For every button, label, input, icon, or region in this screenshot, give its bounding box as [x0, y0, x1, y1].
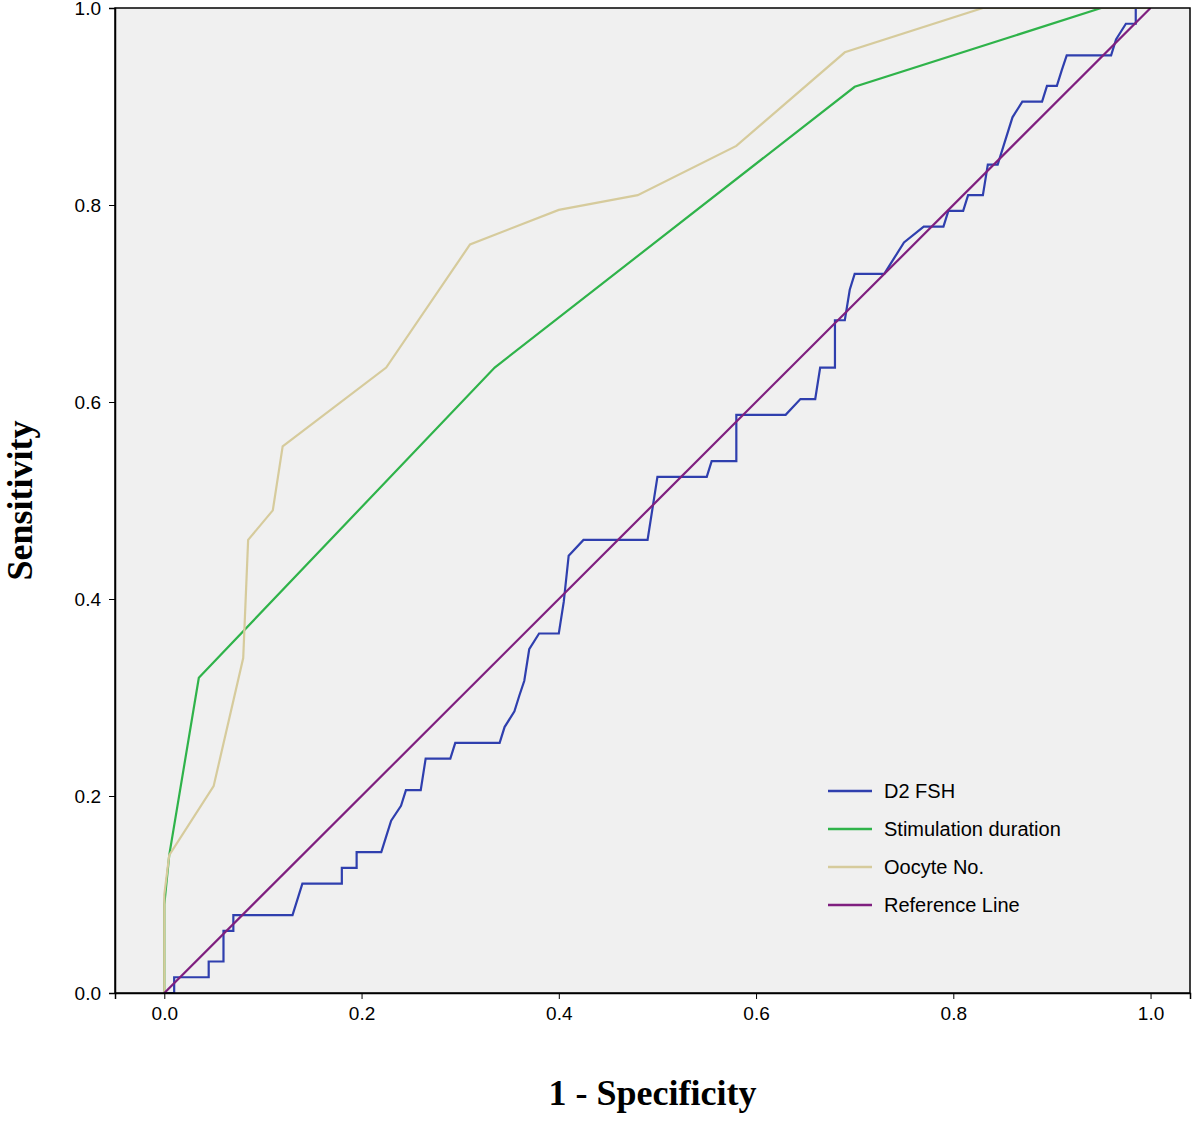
x-tick-mark [362, 993, 363, 999]
plot-background [115, 8, 1190, 993]
y-axis-line [109, 9, 116, 994]
chart: 0.0 0.2 0.4 0.6 0.8 1.0 0.0 0.2 0.4 0.6 0.8 1.0 1 - … [0, 0, 1200, 1121]
x-tick-mark [164, 993, 165, 999]
x-tick: 0.6 [743, 993, 769, 1024]
plot-area [164, 8, 1150, 993]
x-tick: 0.4 [546, 993, 573, 1024]
roc-line [164, 8, 1150, 993]
legend-swatch [828, 866, 872, 869]
x-tick-mark [559, 993, 560, 999]
roc-line [164, 8, 1150, 993]
y-tick-mark [109, 599, 115, 600]
x-tick: 0.0 [152, 993, 178, 1024]
plot-frame [115, 8, 1190, 993]
x-tick: 0.2 [349, 993, 375, 1024]
legend-label: Oocyte No. [884, 856, 984, 878]
x-tick-label: 1.0 [1138, 1003, 1164, 1024]
x-axis: 0.0 0.2 0.4 0.6 0.8 1.0 [116, 993, 1191, 1024]
x-tick-mark [953, 993, 954, 999]
y-tick: 0.2 [75, 786, 115, 807]
x-axis-title: 1 - Specificity [549, 1073, 757, 1113]
x-tick-label: 0.6 [743, 1003, 769, 1024]
y-tick: 0.4 [75, 589, 115, 610]
y-tick-label: 0.4 [75, 589, 102, 610]
y-tick-label: 0.8 [75, 195, 101, 216]
x-tick-label: 0.4 [546, 1003, 573, 1024]
x-tick: 0.8 [941, 993, 967, 1024]
y-tick: 1.0 [75, 0, 115, 19]
legend-swatch [828, 828, 872, 831]
legend-swatch [828, 790, 872, 793]
legend-label: Stimulation duration [884, 818, 1061, 840]
x-tick-label: 0.8 [941, 1003, 967, 1024]
y-axis-title: Sensitivity [0, 420, 40, 580]
y-axis: 0.0 0.2 0.4 0.6 0.8 1.0 [75, 0, 116, 1004]
x-tick-mark [756, 993, 757, 999]
y-tick: 0.0 [75, 983, 115, 1004]
y-tick: 0.6 [75, 392, 115, 413]
x-tick-label: 0.0 [152, 1003, 178, 1024]
y-tick-label: 0.6 [75, 392, 101, 413]
y-tick-label: 0.0 [75, 983, 101, 1004]
y-tick-mark [109, 8, 115, 9]
legend-swatch [828, 904, 872, 907]
x-tick-mark [1151, 993, 1152, 999]
y-tick-mark [109, 796, 115, 797]
legend-label: D2 FSH [884, 780, 955, 802]
roc-line [164, 8, 1150, 993]
y-tick-mark [109, 402, 115, 403]
roc-line [164, 8, 1150, 993]
y-tick-label: 0.2 [75, 786, 101, 807]
x-tick: 1.0 [1138, 993, 1164, 1024]
y-tick-label: 1.0 [75, 0, 101, 19]
y-tick: 0.8 [75, 195, 115, 216]
y-tick-mark [109, 205, 115, 206]
y-tick-mark [109, 993, 115, 994]
x-tick-label: 0.2 [349, 1003, 375, 1024]
x-axis-line [116, 994, 1191, 1000]
legend: D2 FSH Stimulation duration Oocyte No. Refe… [828, 780, 1061, 916]
legend-label: Reference Line [884, 894, 1020, 916]
